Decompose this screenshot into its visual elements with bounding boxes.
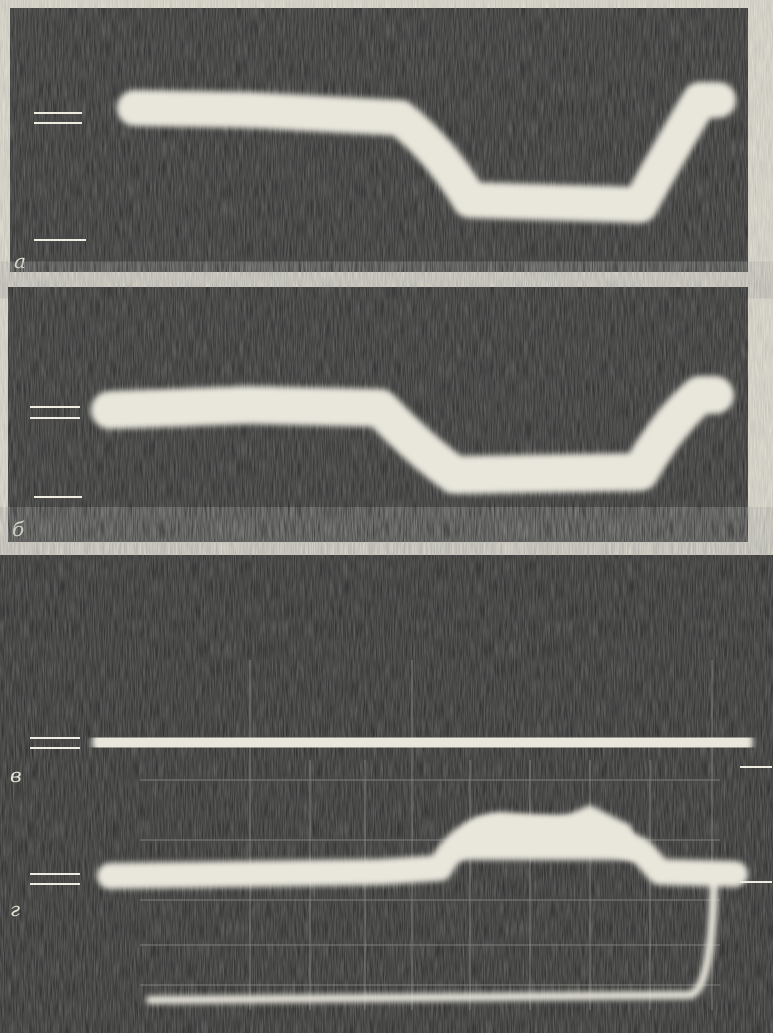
panel-label: а xyxy=(14,249,26,273)
scan: а б xyxy=(0,0,773,1033)
panel-label: г xyxy=(10,897,20,921)
body: а б xyxy=(0,0,773,1033)
panel-label: б xyxy=(12,517,25,541)
page: {"panels": [{"label": "а"}, {"label": "б… xyxy=(0,0,773,1033)
panel-a: а xyxy=(10,8,748,273)
panel-b: б xyxy=(8,287,748,542)
panel-label: в xyxy=(10,763,22,787)
panel-texture xyxy=(10,8,748,272)
trace xyxy=(110,740,735,745)
panel-texture xyxy=(0,555,773,1033)
panel-cd: в г xyxy=(0,555,773,1033)
